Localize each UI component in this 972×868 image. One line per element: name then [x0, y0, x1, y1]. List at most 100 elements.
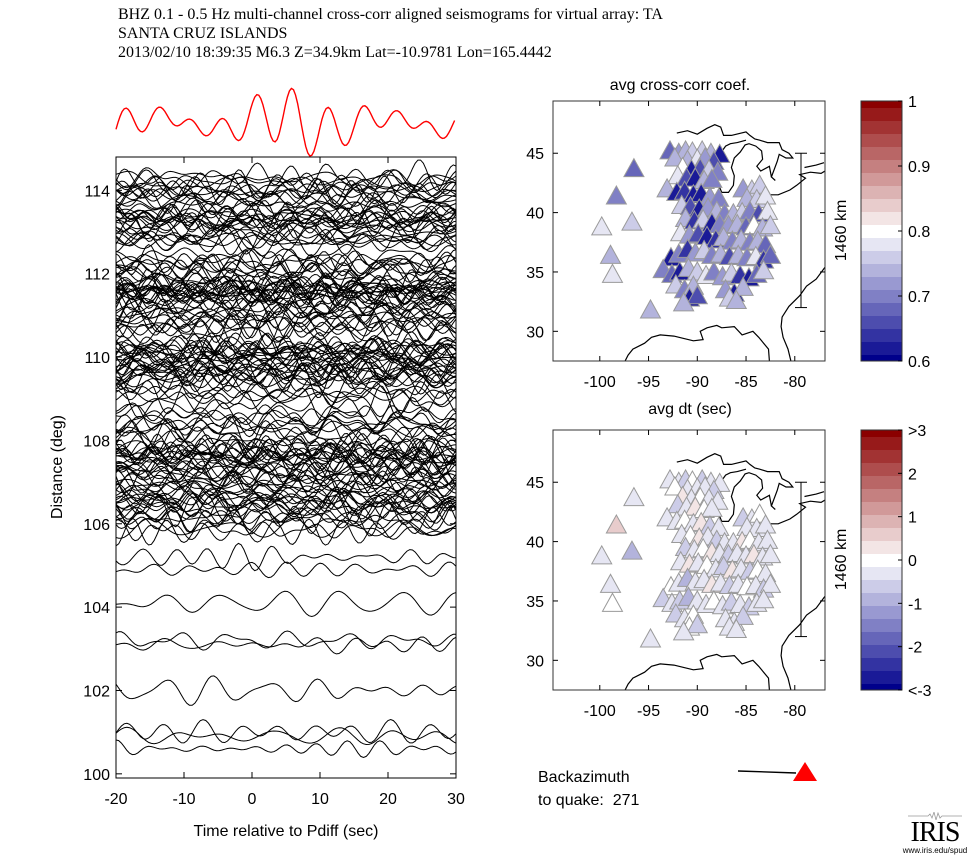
y-tick-label: 112: [84, 267, 110, 284]
station-marker: [664, 475, 686, 496]
x-tick-label: -80: [783, 703, 806, 720]
seismogram-trace: [116, 199, 456, 210]
seismogram-trace: [116, 231, 456, 251]
colorbar-tick-label: -2: [908, 640, 922, 657]
colorbar-segment: [861, 153, 902, 160]
map-content: [590, 124, 825, 361]
colorbar-segment: [861, 257, 902, 264]
colorbar-segment: [861, 631, 902, 639]
seismogram-trace: [116, 199, 456, 218]
station-marker: [672, 620, 695, 641]
seismogram-trace: [116, 302, 456, 324]
x-tick-label: -90: [686, 374, 709, 391]
colorbar-segment: [861, 599, 902, 606]
colorbar-segment: [861, 612, 902, 619]
backazimuth-line1: Backazimuth: [538, 769, 630, 786]
colorbar-segment: [861, 114, 902, 121]
colorbar-segment: [861, 348, 902, 355]
seismogram-trace: [116, 433, 456, 462]
colorbar-segment: [861, 625, 902, 632]
y-tick-label: 40: [526, 206, 544, 223]
colorbar-segment: [861, 501, 902, 509]
x-tick-label: 30: [447, 791, 465, 808]
colorbar-segment: [861, 566, 902, 574]
station-marker: [732, 276, 754, 296]
station-marker: [623, 486, 645, 507]
iris-logo: IRIS www.iris.edu/spud: [900, 812, 970, 855]
colorbar-tick-label: 1: [908, 510, 917, 527]
colorbar-segment: [861, 205, 902, 212]
seismogram-trace: [116, 262, 456, 296]
colorbar-segment: [861, 328, 902, 336]
colorbar-segment: [861, 508, 902, 515]
map-frame: [552, 100, 826, 362]
seismogram-trace: [116, 630, 456, 651]
seismogram-trace: [116, 251, 456, 273]
seismogram-trace: [116, 480, 456, 509]
seismogram-trace: [116, 273, 456, 297]
seismogram-trace: [116, 168, 456, 199]
x-tick-label: -90: [686, 703, 709, 720]
seismogram-trace: [116, 446, 456, 471]
seismogram-trace: [116, 178, 456, 207]
map-dt: 1460 km -100 -95 -90 -85 -80 30 35 40 45: [526, 429, 850, 720]
coastline: [780, 595, 825, 690]
backazimuth-line2: to quake: 271: [538, 789, 639, 812]
colorbar-segment: [861, 670, 902, 678]
colorbar-segment: [861, 309, 902, 316]
station-marker: [601, 592, 624, 612]
colorbar-segment: [861, 231, 902, 238]
backazimuth-marker-icon: [793, 762, 817, 781]
seismogram-trace: [116, 182, 456, 206]
y-tick-label: 110: [84, 350, 110, 367]
colorbar-segment: [861, 553, 902, 561]
seismogram-trace: [116, 304, 456, 330]
station-marker: [732, 605, 754, 625]
colorbar-segment: [861, 335, 902, 342]
backazimuth-label: Backazimuth to quake: 271: [538, 766, 639, 812]
colorbar-dt: <-3 -2 -1 0 1 2 >3: [860, 423, 932, 700]
seismogram-trace: [116, 348, 456, 373]
seismogram-trace: [116, 225, 456, 247]
station-marker: [599, 244, 622, 264]
colorbar-segment: [861, 664, 902, 671]
seismogram-trace: [116, 451, 456, 481]
seismogram-trace: [116, 505, 456, 535]
colorbar-segment: [861, 657, 902, 665]
colorbar-tick-label: >3: [908, 423, 926, 440]
seismogram-trace: [116, 438, 456, 467]
seismogram-trace: [116, 482, 456, 505]
seismogram-trace: [116, 297, 456, 322]
x-tick-label: -85: [734, 374, 757, 391]
colorbar-tick-label: 0: [908, 553, 917, 570]
y-tick-label: 30: [526, 324, 544, 341]
seismogram-trace: [116, 212, 456, 239]
colorbar-segment: [861, 579, 902, 587]
seismogram-trace: [116, 200, 456, 231]
colorbar-segment: [861, 540, 902, 548]
station-marker: [664, 146, 686, 167]
colorbar-segment: [861, 179, 902, 186]
colorbar-tick-label: 1: [908, 94, 917, 111]
colorbar-segment: [861, 302, 902, 310]
station-marker: [621, 540, 643, 560]
y-tick-label: 104: [83, 600, 110, 617]
station-marker: [623, 157, 645, 178]
colorbar-segment: [861, 644, 902, 652]
seismogram-axes: -20 -10 0 10 20 30 100 102 104 106 108 110 112 114: [83, 157, 465, 808]
map1-title: avg cross-corr coef.: [610, 77, 750, 94]
seismogram-trace: [116, 380, 456, 415]
seismogram-trace: [116, 440, 456, 473]
colorbar-segment: [861, 146, 902, 154]
station-marker: [725, 618, 748, 638]
seismogram-trace: [116, 268, 456, 301]
station-marker: [590, 215, 613, 236]
seismogram-xlabel: Time relative to Pdiff (sec): [194, 823, 379, 840]
seismogram-trace: [116, 215, 456, 231]
seismogram-trace: [116, 423, 456, 448]
colorbar-segment: [861, 159, 902, 167]
seismogram-trace: [116, 354, 456, 380]
seismogram-ylabel: Distance (deg): [49, 415, 66, 519]
seismogram-trace: [116, 517, 456, 547]
